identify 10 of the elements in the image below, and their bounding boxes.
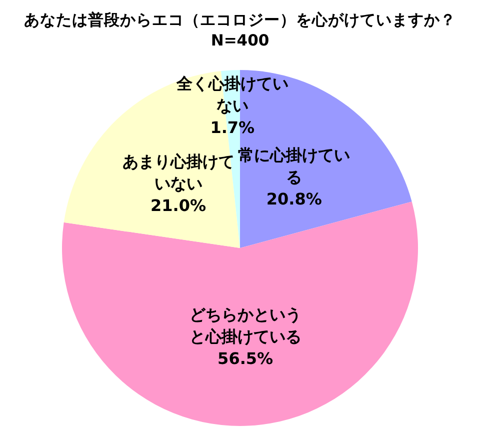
slice-label: どちらかというと心掛けている: [189, 304, 302, 346]
slice-label: 全く心掛けていない: [175, 74, 288, 115]
data-label: 56.5%: [218, 348, 274, 368]
slice-label: あまり心掛けていない: [122, 152, 234, 193]
data-label: 1.7%: [210, 118, 255, 137]
data-label: 20.8%: [266, 189, 322, 208]
chart-title: あなたは普段からエコ（エコロジー）を心がけていますか？: [24, 10, 456, 29]
slice-label: 常に心掛けている: [238, 145, 350, 186]
data-label: 21.0%: [150, 196, 206, 215]
chart-subtitle: N=400: [210, 32, 270, 50]
